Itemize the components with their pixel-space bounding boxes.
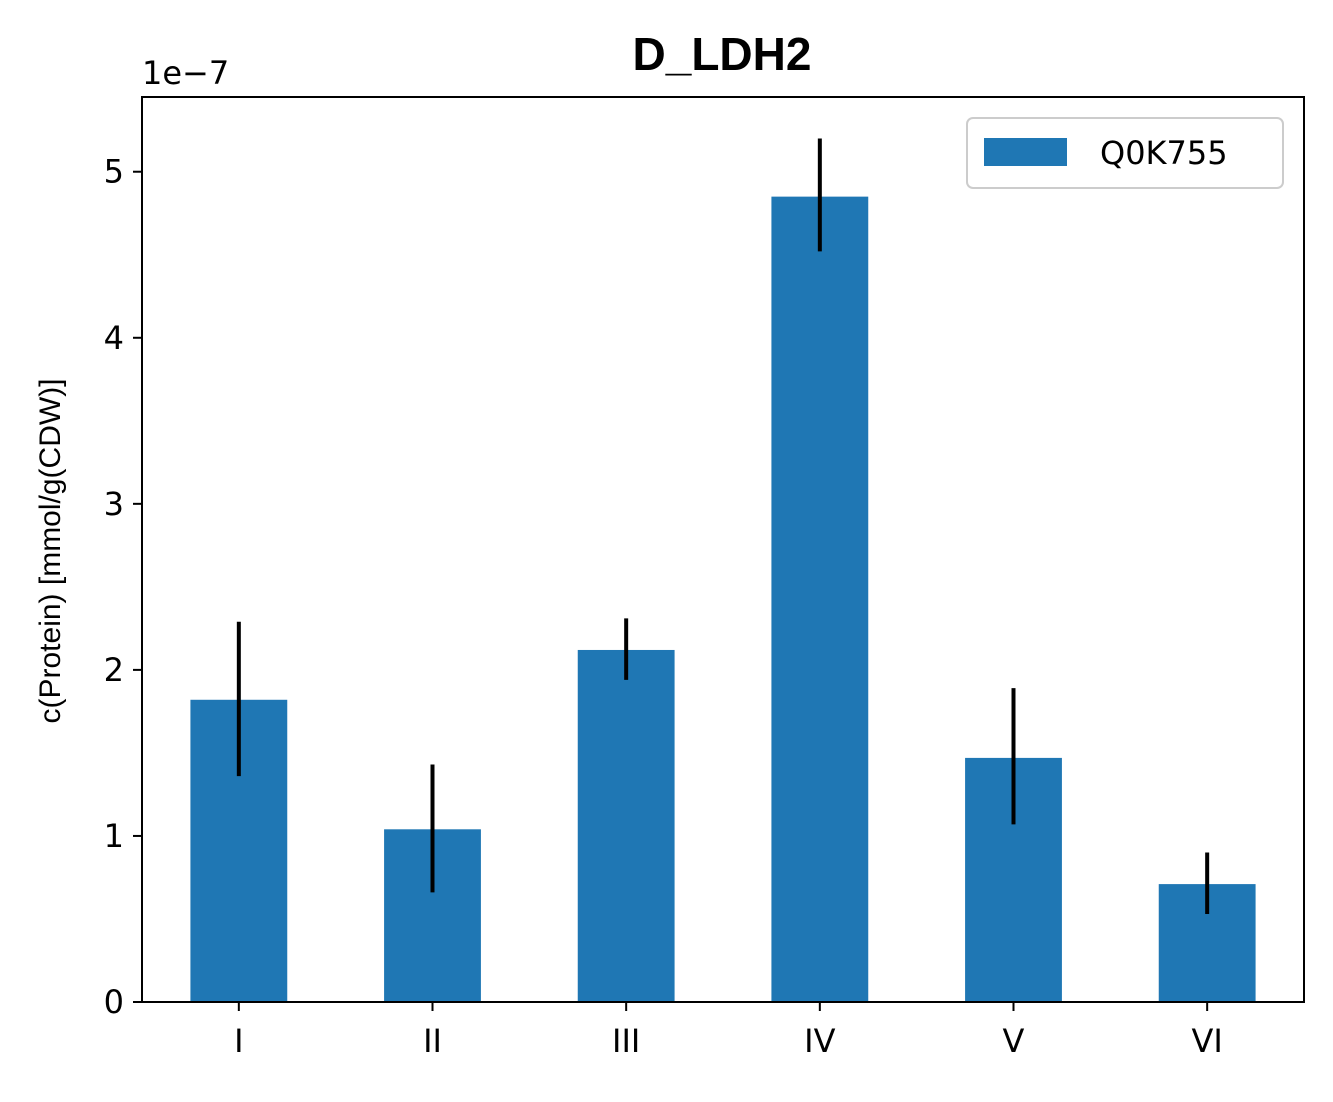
x-tick-label-III: III [612, 1022, 640, 1060]
x-tick-label-I: I [234, 1022, 243, 1060]
y-tick-label-5: 5 [104, 153, 124, 191]
legend: Q0K755 [966, 117, 1284, 189]
legend-label: Q0K755 [1100, 134, 1228, 172]
bars-layer [190, 196, 1256, 1002]
chart-title: D_LDH2 [633, 28, 812, 80]
bar-IV [771, 196, 869, 1002]
y-tick-label-0: 0 [104, 983, 124, 1021]
y-tick-label-3: 3 [104, 485, 124, 523]
x-tick-label-V: V [1003, 1022, 1025, 1060]
x-tick-label-VI: VI [1192, 1022, 1223, 1060]
legend-box [966, 117, 1284, 189]
y-tick-label-4: 4 [104, 319, 124, 357]
y-axis-label: c(Protein) [mmol/g(CDW)] [34, 378, 67, 723]
plot-frame [141, 96, 1305, 1003]
y-tick-label-2: 2 [104, 651, 124, 689]
y-axis-offset-label: 1e−7 [142, 54, 229, 92]
error-bars-layer [236, 138, 1210, 914]
bar-III [577, 649, 675, 1002]
x-tick-label-IV: IV [804, 1022, 835, 1060]
y-tick-label-1: 1 [104, 817, 124, 855]
x-tick-label-II: II [423, 1022, 442, 1060]
legend-swatch [984, 138, 1067, 166]
